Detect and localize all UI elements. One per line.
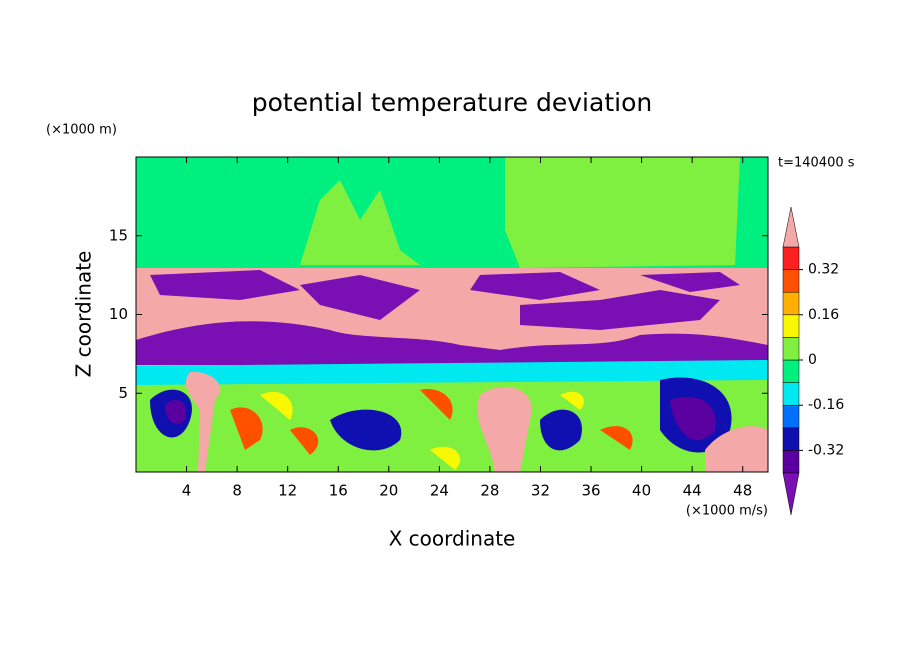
x-tick-label: 32: [531, 482, 550, 500]
x-unit: (×1000 m/s): [686, 504, 768, 519]
y-axis-label: Z coordinate: [72, 251, 96, 378]
subtitle: t=140400 s: [778, 156, 855, 171]
x-tick-label: 48: [733, 482, 752, 500]
colorbar-bin: [782, 382, 800, 406]
y-unit: (×1000 m): [46, 123, 117, 138]
field-region: [150, 377, 732, 453]
y-tick-label: 5: [118, 384, 128, 402]
colorbar-tick-label: 0.16: [808, 307, 839, 323]
field-region: [136, 321, 768, 368]
field-region: [185, 371, 768, 472]
colorbar-bin: [782, 427, 800, 451]
x-tick-label: 20: [379, 482, 398, 500]
colorbar-tick-label: -0.32: [808, 442, 844, 458]
colorbar-bin: [782, 269, 800, 293]
colorbar-bin: [782, 450, 800, 474]
x-axis-label: X coordinate: [389, 527, 516, 551]
field-region: [136, 360, 768, 385]
x-tick-label: 16: [329, 482, 348, 500]
x-tick-label: 8: [232, 482, 242, 500]
x-tick-label: 12: [278, 482, 297, 500]
chart-title: potential temperature deviation: [252, 88, 652, 117]
colorbar-bin: [782, 337, 800, 361]
colorbar-bin: [782, 404, 800, 429]
x-tick-label: 44: [683, 482, 702, 500]
x-tick-label: 24: [430, 482, 449, 500]
x-tick-label: 4: [182, 482, 192, 500]
colorbar-bin: [782, 246, 800, 270]
y-tick-label: 10: [109, 305, 128, 323]
colorbar-bin: [782, 359, 800, 383]
colorbar-tick-label: -0.16: [808, 397, 844, 413]
x-tick-label: 40: [632, 482, 651, 500]
x-tick-label: 28: [480, 482, 499, 500]
field-region: [300, 180, 420, 265]
x-tick-label: 36: [581, 482, 600, 500]
colorbar-extension: [782, 472, 800, 516]
colorbar-tick-label: 0.32: [808, 262, 839, 278]
colorbar-extension: [782, 206, 800, 248]
colorbar-bin: [782, 314, 800, 338]
colorbar-bin: [782, 291, 800, 316]
colorbar-tick-label: 0: [808, 352, 817, 368]
y-tick-label: 15: [109, 226, 128, 244]
field-region: [505, 157, 740, 268]
field: [136, 157, 768, 472]
field-region: [150, 270, 740, 330]
